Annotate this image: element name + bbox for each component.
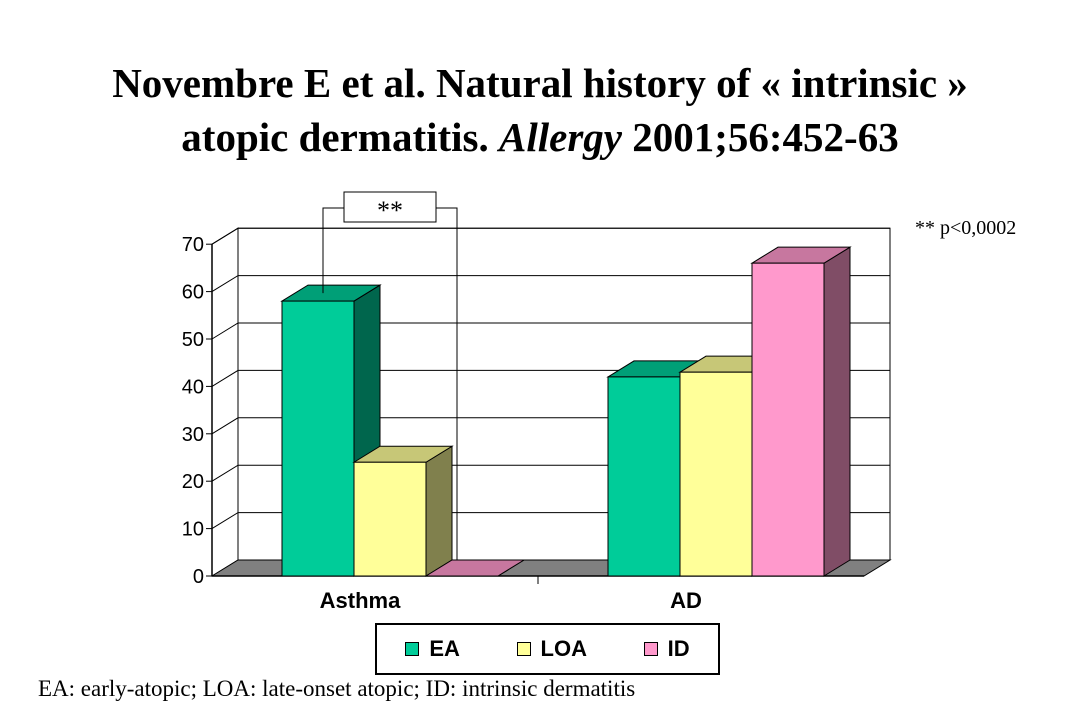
significance-box xyxy=(343,191,437,223)
journal-name: Allergy xyxy=(499,114,622,160)
x-category-label: Asthma xyxy=(320,588,401,613)
bar-id-asthma-top xyxy=(424,559,526,577)
legend-swatch xyxy=(516,642,531,656)
abbreviation-footnote: EA: early-atopic; LOA: late-onset atopic… xyxy=(38,676,636,701)
citation-details: 2001;56:452-63 xyxy=(621,114,899,160)
legend-swatch xyxy=(405,642,420,656)
y-tick-label: 20 xyxy=(182,471,204,493)
y-tick-label: 10 xyxy=(182,519,204,541)
bar-ea-ad xyxy=(607,376,681,577)
gridline xyxy=(211,227,890,245)
bar-id-ad-side xyxy=(823,246,851,577)
legend-item-ea: EA xyxy=(405,636,460,662)
gridline xyxy=(211,275,890,293)
legend-label: ID xyxy=(667,636,690,661)
bar-id-ad xyxy=(751,262,825,577)
chart-legend: EA LOA ID xyxy=(375,623,720,675)
significance-marker: ** xyxy=(377,196,403,225)
y-tick-label: 50 xyxy=(182,329,204,351)
x-category-label: AD xyxy=(670,588,702,613)
bar-ea-asthma xyxy=(281,300,355,577)
legend-item-loa: LOA xyxy=(516,636,587,662)
y-tick-label: 30 xyxy=(182,424,204,446)
legend-item-id: ID xyxy=(643,636,690,662)
y-tick-label: 70 xyxy=(182,234,204,256)
bar-loa-asthma xyxy=(353,461,427,577)
legend-swatch xyxy=(643,642,658,656)
y-tick-label: 0 xyxy=(193,566,204,588)
bar-loa-asthma-side xyxy=(425,445,453,577)
gridline xyxy=(211,322,890,340)
y-tick-label: 40 xyxy=(182,376,204,398)
legend-label: EA xyxy=(429,636,460,661)
page-title: Novembre E et al. Natural history of « i… xyxy=(0,56,1080,164)
title-line-1: Novembre E et al. Natural history of « i… xyxy=(112,60,968,106)
significance-note: ** p<0,0002 xyxy=(915,217,1017,239)
y-tick-label: 60 xyxy=(182,282,204,304)
side-wall xyxy=(211,227,239,577)
legend-label: LOA xyxy=(540,636,587,661)
bar-loa-ad xyxy=(679,371,753,577)
title-line-2-text: atopic dermatitis. xyxy=(181,114,499,160)
title-line-2: atopic dermatitis. Allergy 2001;56:452-6… xyxy=(0,110,1080,164)
